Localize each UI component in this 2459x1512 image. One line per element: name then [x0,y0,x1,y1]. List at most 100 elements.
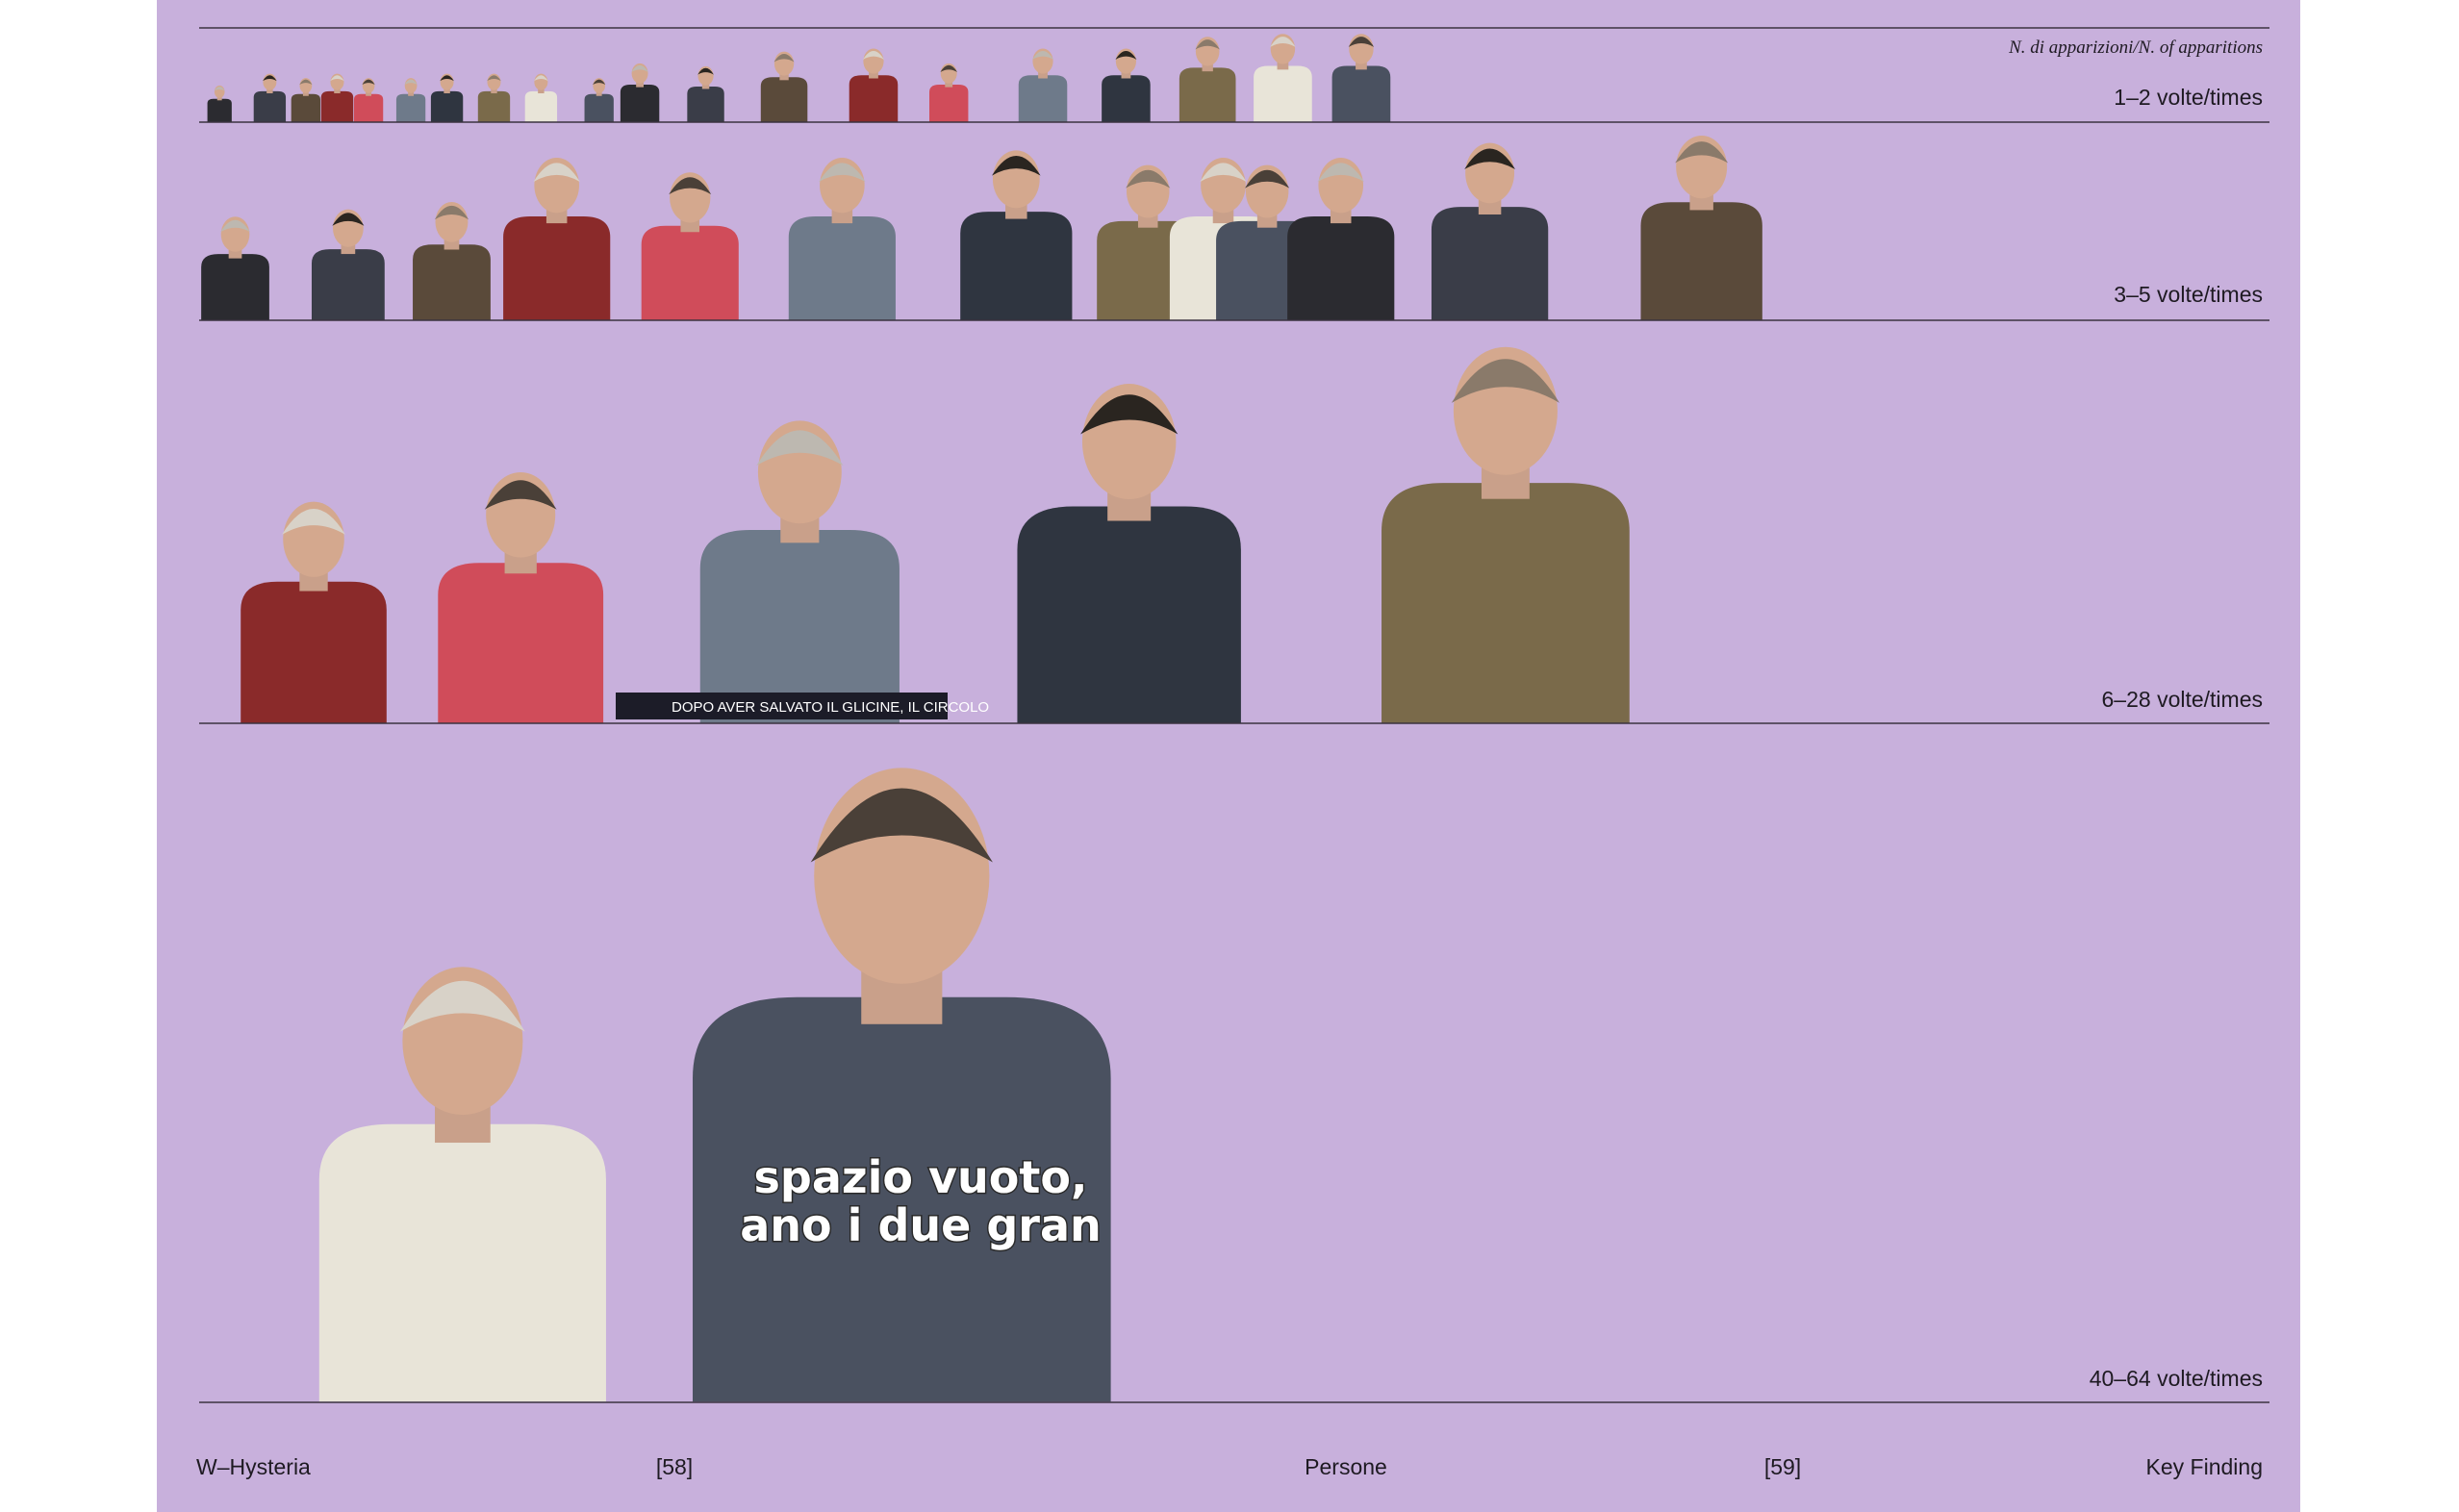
person-neck [596,89,602,96]
subtitle-line: ano i due gran [740,1199,1101,1251]
person-neck [408,89,415,96]
person-body [960,212,1073,320]
row-label: 6–28 volte/times [2102,687,2263,712]
person-neck [779,70,789,81]
person-hair [404,79,418,86]
person-cutout [620,63,660,123]
row-label: 1–2 volte/times [2114,85,2263,110]
person-cutout [1102,48,1151,123]
person-body [1254,65,1312,123]
person-neck [1277,58,1289,70]
person-hair [819,163,866,183]
person-hair [593,79,606,86]
person-cutout [477,73,511,123]
person-hair [220,219,250,233]
person-cutout [849,48,899,123]
person-hair [631,64,648,72]
person-hair [1200,163,1247,183]
person-cutout [1431,142,1549,320]
photo-overlays: DOPO AVER SALVATO IL GLICINE, IL CIRCOLO… [616,693,1103,1253]
person-hair [940,64,958,72]
person-hair [773,53,795,63]
person-hair [810,788,993,863]
person-cutout [320,73,354,123]
person-cutout [201,216,269,320]
person-cutout [524,73,558,123]
person-hair [1080,394,1179,435]
person-cutout [1254,34,1312,123]
person-body [207,98,232,123]
person-hair [214,87,225,91]
person-hair [862,50,884,60]
footer-right: Key Finding [2146,1454,2263,1479]
person-hair [1464,148,1516,170]
row-label: 3–5 volte/times [2114,282,2263,307]
person-cutout [1017,384,1241,723]
person-body [318,1123,606,1402]
person-cutout [687,65,724,123]
person-cutout [438,471,604,723]
person-neck [302,89,309,96]
person-hair [1126,169,1171,189]
person-cutout [584,78,614,123]
person-hair [440,75,454,82]
person-body [503,215,611,320]
person-hair [1348,37,1375,47]
person-body [760,77,808,123]
person-hair [756,430,844,466]
person-body [1382,483,1630,723]
person-cutout [311,209,385,320]
person-body [1431,207,1549,320]
person-cutout [318,967,606,1402]
person-hair [1115,50,1137,60]
person-body [430,90,464,123]
person-neck [1202,60,1213,72]
people-layer [201,34,1762,1402]
person-body [413,244,491,320]
person-body [849,75,899,123]
person-body [320,90,354,123]
person-cutout [291,78,321,123]
person-body [620,85,660,123]
person-body [1640,202,1762,320]
person-hair [362,79,375,86]
person-body [687,86,724,123]
person-hair [487,75,501,82]
person-hair [1451,359,1560,403]
person-body [1102,75,1151,123]
person-body [477,90,511,123]
person-hair [1245,169,1290,189]
footer-left: W–Hysteria [196,1454,311,1479]
person-cutout [699,420,900,723]
person-hair [1317,163,1364,183]
person-neck [216,95,222,101]
person-cutout [503,157,611,320]
person-neck [1121,68,1131,79]
person-cutout [928,63,969,123]
person-hair [282,508,346,535]
person-cutout [693,768,1111,1402]
person-body [201,254,269,320]
person-neck [366,89,372,96]
person-hair [534,75,548,82]
person-body [928,85,969,123]
tv-banner-text: DOPO AVER SALVATO IL GLICINE, IL CIRCOLO [672,699,989,716]
person-hair [1270,37,1296,47]
person-body [1331,65,1391,123]
person-hair [399,980,525,1032]
person-body [584,93,614,123]
person-body [438,563,604,723]
person-body [241,581,387,723]
person-body [291,93,321,123]
person-hair [1195,39,1220,50]
person-hair [669,177,712,195]
tv-banner [616,693,948,719]
person-body [353,93,384,123]
person-cutout [241,501,387,723]
person-cutout [1640,136,1762,320]
person-hair [299,79,313,86]
person-cutout [1331,34,1391,123]
person-hair [1675,141,1729,164]
person-body [693,996,1111,1402]
